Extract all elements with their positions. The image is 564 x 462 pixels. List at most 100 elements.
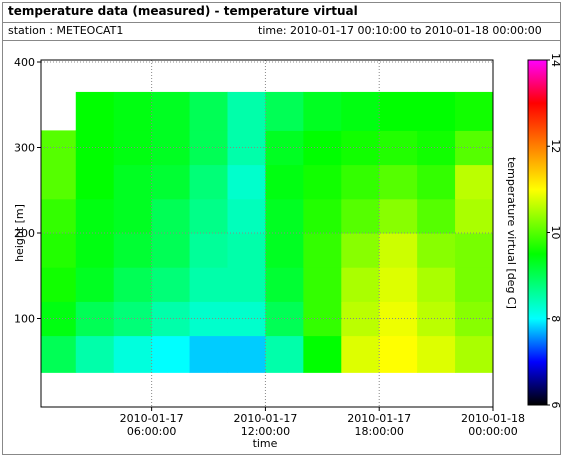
heat-cell [41,198,77,234]
heat-cell [113,335,153,373]
heat-cell [75,164,115,200]
heat-cell [41,130,77,166]
heat-cell [151,198,191,234]
colorbar-tick-label: 10 [549,226,562,240]
heat-cell [455,335,494,373]
chart-title: temperature data (measured) - temperatur… [8,4,358,18]
heat-cell [303,267,342,302]
heat-cell [455,301,494,337]
heat-cell [75,91,115,131]
heat-cell [341,267,380,302]
x-tick-label: 2010-01-17 [120,412,184,425]
heat-cell [303,233,342,268]
heat-cell [265,198,304,234]
heat-cell [341,91,380,131]
heat-cell [417,267,456,302]
heat-cell [417,198,456,234]
heat-cell [227,233,266,268]
heat-cell [189,164,228,200]
y-tick-label: 300 [14,142,35,155]
heat-cell [341,335,380,373]
heat-cell [189,198,228,234]
heat-cell [379,233,418,268]
heat-cell [341,198,380,234]
heat-cell [41,233,77,268]
heat-cell [75,301,115,337]
heat-cell [41,164,77,200]
heat-cell [265,164,304,200]
colorbar-tick-label: 12 [549,139,562,153]
x-tick-label: 06:00:00 [127,425,176,438]
heat-cell [151,335,191,373]
x-tick-label: 18:00:00 [355,425,404,438]
heat-cell [379,91,418,131]
heat-cell [113,130,153,166]
x-axis-label: time [253,437,278,450]
heat-cell [113,198,153,234]
heat-cell [303,301,342,337]
heat-cell [341,233,380,268]
heat-cell [189,301,228,337]
plot-border [40,59,494,408]
heat-cell [455,164,494,200]
heat-cell [265,335,304,373]
colorbar-tick-label: 8 [549,315,562,322]
colorbar-label: temperature virtual [deg C] [505,157,518,309]
heat-cell [41,335,77,373]
heat-cell [417,164,456,200]
heat-cell [151,91,191,131]
heat-cell [455,91,494,131]
heat-cell [113,91,153,131]
x-tick-label: 2010-01-17 [347,412,411,425]
heat-cell [41,267,77,302]
heat-cell [455,233,494,268]
heat-cell [189,267,228,302]
x-tick-label: 00:00:00 [468,425,517,438]
heat-cell [227,335,266,373]
heat-cell [151,233,191,268]
heat-cell [227,164,266,200]
heat-cell [41,301,77,337]
heat-cell [113,233,153,268]
heat-cell [417,233,456,268]
heat-cell [265,233,304,268]
heat-cell [303,198,342,234]
y-tick-label: 400 [14,56,35,69]
heat-cell [75,267,115,302]
heat-cell [303,91,342,131]
x-tick-label: 2010-01-18 [461,412,525,425]
station: station : METEOCAT1 [8,24,123,37]
heat-cell [227,91,266,131]
heat-cell [189,91,228,131]
y-tick-label: 100 [14,313,35,326]
heat-cell [189,233,228,268]
heat-cell [265,91,304,131]
heat-cell [455,198,494,234]
heat-cell [341,164,380,200]
heat-cell [189,335,228,373]
heat-cell [151,267,191,302]
heat-cell [417,91,456,131]
y-axis-label: height [m] [13,204,26,262]
heat-cell [455,130,494,166]
heat-cell [417,335,456,373]
heat-cell [75,335,115,373]
heat-cell [75,198,115,234]
x-tick-label: 12:00:00 [241,425,290,438]
colorbar [527,59,548,406]
heat-cell [303,335,342,373]
heat-cell [75,233,115,268]
heat-cell [227,267,266,302]
heat-cell [75,130,115,166]
heat-cell [379,164,418,200]
heat-cell [113,301,153,337]
heat-cell [151,164,191,200]
colorbar-tick-label: 14 [549,53,562,67]
heat-cell [455,267,494,302]
heat-cell [379,335,418,373]
heat-cell [113,164,153,200]
colorbar-tick-label: 6 [549,402,562,409]
heat-cell [113,267,153,302]
heat-cell [227,198,266,234]
